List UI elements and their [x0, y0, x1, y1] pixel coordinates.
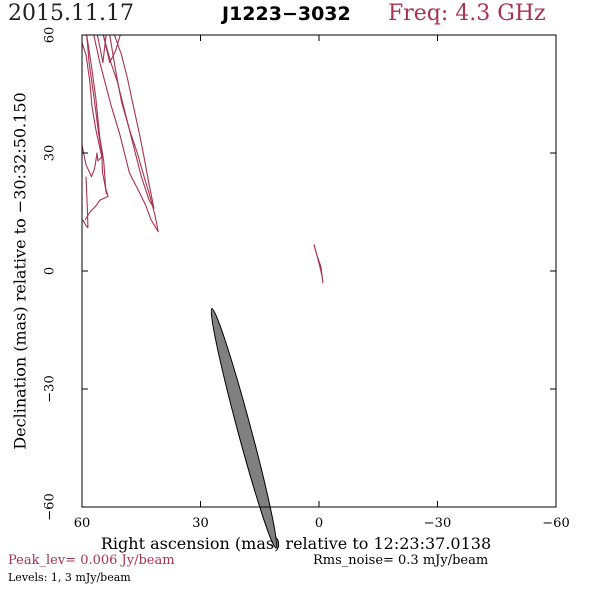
y-tick-label-2: 0: [43, 267, 58, 275]
y-tick-label-3: −30: [43, 375, 58, 402]
y-axis-label: Declination (mas) relative to −30:32:50.…: [11, 92, 30, 449]
contour-levels: Levels: 1, 3 mJy/beam: [8, 571, 131, 584]
contour-line-5: [102, 34, 155, 209]
plot-frame: [81, 34, 557, 508]
contour-group: [81, 34, 324, 284]
contour-line-1: [86, 34, 108, 195]
contour-line-3: [81, 42, 103, 178]
x-axis-label: Right ascension (mas) relative to 12:23:…: [101, 534, 491, 553]
frequency-label: Freq: 4.3 GHz: [388, 1, 546, 26]
y-tick-label-4: −60: [43, 493, 58, 520]
x-tick-label-4: −60: [542, 516, 569, 531]
beam-ellipse: [210, 308, 278, 549]
peak-level: Peak_lev= 0.006 Jy/beam: [8, 553, 175, 568]
contour-line-6: [96, 34, 121, 64]
x-tick-label-3: −30: [424, 516, 451, 531]
contour-line-7: [313, 244, 324, 284]
beam-group: [210, 308, 278, 549]
y-tick-label-1: 30: [43, 145, 58, 162]
axis-ticks: [81, 34, 557, 508]
x-tick-label-2: 0: [315, 516, 323, 531]
rms-noise: Rms_noise= 0.3 mJy/beam: [313, 553, 489, 568]
y-tick-label-0: 60: [43, 27, 58, 44]
x-tick-label-0: 60: [74, 516, 91, 531]
source-name: J1223−3032: [222, 3, 351, 25]
tick-labels: 60 30 0 −30 −60 60 30 0 −30 −60: [43, 27, 570, 531]
contour-line-4: [93, 34, 159, 233]
epoch-date: 2015.11.17: [8, 1, 134, 26]
x-tick-label-1: 30: [192, 516, 209, 531]
contour-line-2: [82, 176, 89, 229]
